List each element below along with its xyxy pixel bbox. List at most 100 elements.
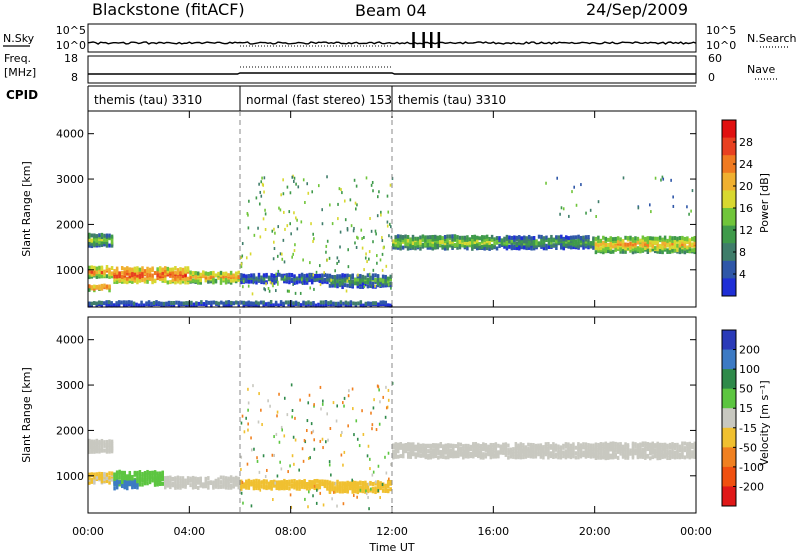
power-cell: [254, 302, 258, 307]
beam-label: Beam 04: [355, 1, 427, 20]
power-cell: [257, 277, 261, 282]
velocity-cell: [494, 453, 498, 458]
velocity-cell: [579, 449, 583, 454]
velocity-cell: [118, 469, 121, 474]
velocity-cell: [592, 452, 595, 457]
power-cell: [493, 237, 496, 242]
power-cell: [169, 273, 172, 278]
velocity-cell: [88, 438, 91, 443]
velocity-cell: [442, 444, 445, 449]
velocity-cell: [489, 451, 493, 456]
velocity-cell: [232, 476, 235, 481]
velocity-scatter-cell: [247, 401, 250, 405]
velocity-cell: [527, 442, 530, 447]
velocity-cell: [336, 482, 339, 487]
power-cell: [336, 277, 339, 282]
velocity-scatter-cell: [369, 457, 371, 461]
power-cell: [294, 300, 298, 305]
power-cell: [602, 244, 605, 249]
power-cell: [227, 302, 231, 307]
noise-spike: [422, 32, 425, 48]
power-cell: [671, 245, 674, 250]
velocity-scatter-cell: [384, 455, 386, 459]
velocity-cell: [270, 480, 273, 485]
velocity-scatter-cell: [289, 493, 292, 497]
velocity-cell: [534, 452, 538, 457]
velocity-cell: [310, 480, 314, 485]
power-cell: [555, 235, 558, 240]
power-cell: [310, 274, 314, 279]
power-cell: [379, 277, 382, 282]
power-scatter-cell: [363, 235, 365, 239]
velocity-cell: [447, 447, 450, 452]
power-scatter-cell: [354, 201, 357, 205]
power-cell: [222, 274, 225, 279]
velocity-cell: [663, 442, 667, 447]
velocity-cell: [100, 438, 104, 443]
velocity-cell: [663, 445, 667, 450]
power-cell: [616, 239, 620, 244]
velocity-cell: [467, 443, 470, 448]
velocity-cell: [537, 450, 540, 455]
power-cell: [488, 240, 491, 245]
velocity-cell: [146, 475, 149, 480]
velocity-cell: [656, 456, 659, 461]
power-cell: [267, 301, 270, 306]
power-cell: [522, 239, 526, 244]
colorbar-swatch: [722, 388, 736, 409]
velocity-cell: [118, 475, 121, 480]
power-scatter-cell: [282, 238, 285, 242]
power-cell: [329, 300, 333, 305]
velocity-cell: [681, 454, 684, 459]
power-scatter-cell: [385, 264, 388, 268]
power-scatter-cell: [248, 199, 250, 203]
power-cell: [577, 234, 580, 239]
power-cell: [503, 236, 506, 241]
power-cell: [126, 280, 129, 285]
power-cell: [331, 282, 334, 287]
power-cell: [384, 300, 388, 305]
power-cell: [621, 245, 625, 250]
velocity-cell: [93, 439, 96, 444]
velocity-cell: [644, 443, 647, 448]
power-scatter-cell: [263, 176, 266, 180]
power-scatter-cell: [247, 284, 250, 288]
power-cell: [341, 277, 344, 282]
power-cell: [381, 274, 385, 279]
power-scatter-cell: [262, 217, 265, 221]
noise-spike: [430, 32, 433, 48]
power-scatter-cell: [301, 278, 303, 282]
power-cell: [334, 301, 338, 306]
power-scatter-cell: [389, 183, 392, 187]
velocity-cell: [542, 453, 545, 458]
velocity-cell: [512, 454, 515, 459]
power-cell: [681, 242, 684, 247]
velocity-cell: [343, 485, 347, 490]
velocity-cell: [616, 442, 620, 447]
power-cell: [681, 235, 684, 240]
velocity-cell: [169, 485, 172, 490]
velocity-scatter-cell: [321, 437, 324, 441]
power-cell: [552, 237, 556, 242]
y-tick-label: 3000: [56, 379, 84, 392]
velocity-cell: [224, 478, 228, 483]
power-cell: [100, 283, 104, 288]
power-cell: [434, 237, 437, 242]
power-cell: [93, 270, 96, 275]
velocity-cell: [300, 480, 304, 485]
power-cell: [262, 276, 266, 281]
velocity-cell: [459, 450, 463, 455]
power-cell: [518, 246, 521, 251]
power-cell: [118, 271, 121, 276]
power-cell: [165, 301, 168, 306]
velocity-cell: [462, 446, 465, 451]
power-cell: [448, 240, 452, 245]
power-cell: [210, 300, 213, 305]
power-cell: [564, 244, 568, 249]
power-cell: [513, 237, 516, 242]
power-cell: [666, 248, 669, 253]
velocity-cell: [100, 445, 104, 450]
velocity-cell: [522, 445, 525, 450]
velocity-cell: [214, 483, 218, 488]
